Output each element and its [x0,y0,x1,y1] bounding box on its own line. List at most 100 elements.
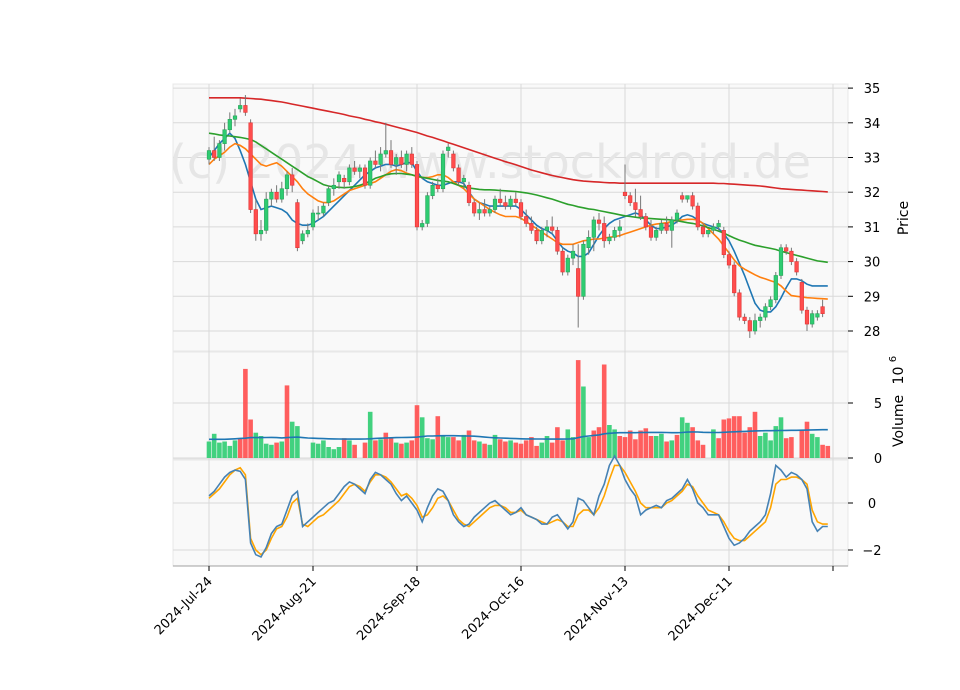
volume-bar [664,441,669,458]
volume-bar [575,360,581,458]
volume-bar [388,438,394,458]
volume-bar [487,444,493,458]
candle-body [752,320,758,332]
volume-bar [529,437,534,458]
volume-bar [523,440,529,458]
candle-body [773,275,778,301]
candle-body [409,153,414,165]
candle-body [326,188,331,203]
volume-bar [648,436,654,458]
candle-body [222,129,227,144]
oscillator-main-line [208,454,828,559]
candle-body [763,306,768,318]
candle-body [388,150,394,165]
candle-body [576,268,581,297]
candle-body [565,257,570,273]
volume-axis-exp-power: 6 [888,356,899,362]
volume-bar [222,441,227,458]
candle-body [544,226,550,231]
volume-axis-title: Volume 10 6 [888,356,907,447]
volume-bar [513,442,519,458]
volume-bar [809,433,815,458]
candle-body [721,230,726,255]
candle-body [607,237,612,242]
price-tick-label: 32 [864,186,881,201]
volume-bar [279,441,285,458]
volume-bar [263,443,269,458]
candle-body [622,191,628,196]
volume-bar [404,442,409,458]
candle-body [446,146,451,151]
candle-body [815,313,820,318]
candle-body [295,202,300,249]
volume-bar [778,417,784,458]
candle-body [737,292,742,318]
candle-body [269,191,274,200]
volume-bar [653,436,659,458]
volume-bar [763,432,768,458]
volume-bar [721,419,727,458]
candle-body [404,153,409,165]
candle-body [518,202,524,217]
volume-bar [607,425,612,458]
volume-bar [757,436,763,458]
volume-bar [638,430,643,458]
volume-bar [378,439,383,458]
volume-bar [336,447,342,458]
candle-body [461,178,466,183]
volume-bar [685,422,690,458]
volume-bar [477,441,482,458]
candle-body [555,230,560,252]
volume-bar [716,438,721,458]
candle-body [732,264,737,294]
candle-body [492,198,498,210]
volume-bar [586,437,591,458]
candle-body [331,184,336,190]
volume-bar [232,440,238,458]
volume-bar [326,447,331,458]
candle-body [550,226,555,231]
volume-bar [258,436,264,458]
oscillator-tick-label: 0 [868,497,876,512]
candle-body [716,223,721,228]
volume-bar [492,434,498,458]
volume-bar [471,440,477,458]
volume-bar [695,440,701,458]
volume-bar [544,436,550,458]
price-panel-bg [172,83,849,352]
volume-bar [555,427,560,458]
price-tick-label: 31 [864,221,881,236]
volume-bar [248,419,253,458]
price-tick-label: 35 [864,82,881,97]
volume-bar [633,439,638,458]
candle-body [425,195,430,224]
candle-body [508,198,513,207]
volume-bar [414,405,420,458]
volume-bar [581,386,586,458]
volume-bar [362,442,368,458]
candle-body [472,202,477,214]
volume-bar [643,428,649,458]
volume-bar [622,437,628,458]
candle-body [394,157,399,165]
volume-bar [383,432,389,458]
candle-body [680,195,685,200]
candle-body [539,230,544,242]
candle-body [799,282,804,311]
volume-bar [768,440,773,458]
volume-bar [440,436,446,458]
candle-body [685,195,690,200]
candle-body [482,209,487,214]
candle-body [674,212,680,221]
candle-body [373,160,378,165]
x-tick-label: 2024-Dec-11 [666,574,736,644]
volume-bar [206,441,212,458]
volume-bar [591,430,597,458]
volume-average-line [209,428,828,441]
volume-bar [659,433,664,458]
volume-bar [815,437,820,458]
volume-bar [461,434,467,458]
candle-body [466,184,472,203]
candle-body [669,219,674,231]
